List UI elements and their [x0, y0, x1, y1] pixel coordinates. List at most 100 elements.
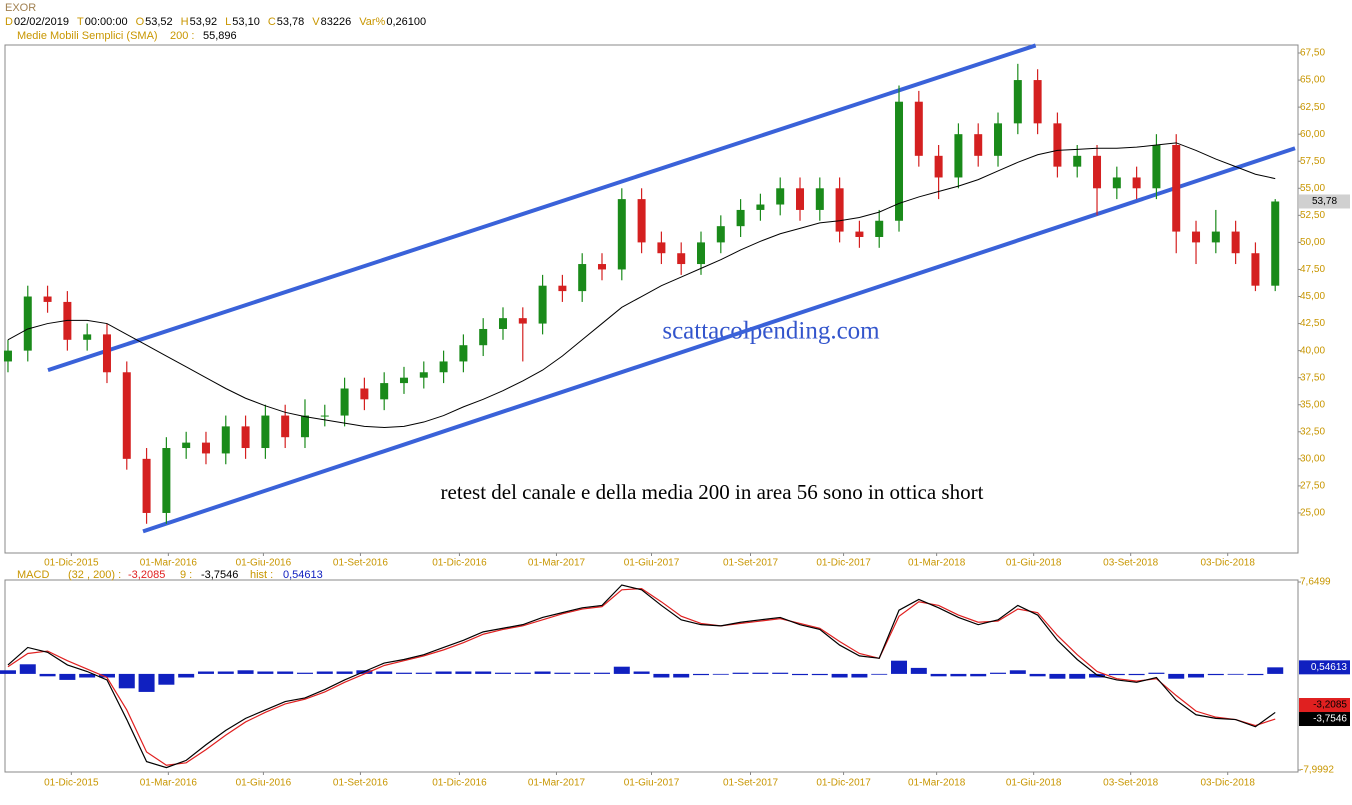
candle-body: [736, 209, 745, 227]
y-tick-label: 37,50: [1300, 372, 1325, 383]
hist-bar: [673, 673, 690, 678]
field-value: 02/02/2019: [14, 16, 69, 28]
candle-body: [360, 388, 369, 400]
macd-box: [1299, 698, 1350, 713]
hist-bar: [712, 673, 729, 675]
candle-body: [83, 334, 92, 340]
hist-bar: [1049, 673, 1066, 679]
field-label: C: [268, 16, 276, 28]
hist-bar: [1247, 673, 1264, 676]
x-tick-label: 01-Giu-2016: [236, 778, 292, 789]
hist-bar: [633, 671, 650, 674]
candle-body: [974, 134, 983, 156]
y-tick-label: 25,00: [1300, 508, 1325, 519]
hist-bar: [1227, 673, 1244, 675]
sma-value: 55,896: [203, 30, 237, 42]
hist-bar: [1148, 672, 1165, 674]
candle-body: [677, 253, 686, 265]
candle-body: [657, 242, 666, 254]
x-tick-label: 01-Mar-2017: [528, 778, 586, 789]
candle-body: [1093, 155, 1102, 189]
candle-body: [399, 377, 408, 384]
hist-bar: [39, 673, 56, 677]
candle-body: [3, 350, 12, 362]
candle-body: [776, 188, 785, 205]
candle-body: [459, 345, 468, 362]
hist-box: [1299, 660, 1350, 675]
candle-body: [261, 415, 270, 449]
candle-body: [716, 226, 725, 243]
hist-bar: [732, 672, 749, 674]
field-label: T: [77, 16, 84, 28]
hist-bar: [138, 673, 155, 692]
x-tick-label: 01-Dic-2015: [44, 558, 99, 569]
field-label: Var%: [359, 16, 385, 28]
field-label: H: [181, 16, 189, 28]
y-tick-label: 40,00: [1300, 345, 1325, 356]
macd-box-label: -3,2085: [1313, 700, 1347, 711]
hist-bar: [990, 672, 1007, 674]
hist-bar: [237, 670, 254, 674]
candle-body: [122, 372, 131, 459]
hist-bar: [415, 672, 432, 674]
candle-body: [498, 318, 507, 329]
trendline: [142, 146, 1296, 534]
x-tick-label: 01-Giu-2018: [1006, 558, 1062, 569]
hist-bar: [574, 672, 591, 674]
x-tick-label: 01-Mar-2017: [528, 558, 586, 569]
candle-body: [102, 334, 111, 373]
candle-body: [1112, 177, 1121, 189]
annotation: retest del canale e della media 200 in a…: [441, 480, 984, 504]
macd-title: MACD: [17, 569, 49, 581]
candle-body: [855, 231, 864, 237]
candle-body: [1013, 80, 1022, 124]
hist-bar: [772, 672, 789, 674]
x-tick-label: 01-Giu-2016: [236, 558, 292, 569]
candle-body: [201, 442, 210, 454]
candle-body: [914, 101, 923, 156]
field-value: 0,26100: [386, 16, 426, 28]
signal-box: [1299, 712, 1350, 727]
hist-bar: [435, 671, 452, 674]
x-tick-label: 01-Dic-2017: [816, 558, 871, 569]
hist-bar: [752, 672, 769, 674]
x-tick-label: 01-Set-2016: [333, 778, 388, 789]
candle-body: [617, 199, 626, 270]
y-tick-label: 45,00: [1300, 291, 1325, 302]
hist-bar: [19, 664, 36, 674]
last-price-box: [1299, 194, 1350, 209]
candle-body: [162, 448, 171, 513]
hist-bar: [554, 672, 571, 674]
candle-body: [895, 101, 904, 221]
candle-body: [637, 199, 646, 243]
candle-body: [439, 361, 448, 373]
macd-value: -3,2085: [128, 569, 165, 581]
y-tick-label: -7,9992: [1300, 765, 1334, 776]
field-value: 53,92: [190, 16, 218, 28]
x-tick-label: 03-Set-2018: [1103, 778, 1158, 789]
candle-body: [578, 264, 587, 292]
sma-period: 200 :: [170, 30, 194, 42]
x-tick-label: 01-Mar-2018: [908, 778, 966, 789]
y-tick-label: 52,50: [1300, 210, 1325, 221]
candle-body: [815, 188, 824, 210]
hist-bar: [950, 673, 967, 677]
candle-body: [1132, 177, 1141, 189]
candle-body: [954, 134, 963, 178]
x-tick-label: 01-Set-2017: [723, 778, 778, 789]
candle-body: [320, 415, 329, 417]
signal-param: 9 :: [180, 569, 192, 581]
candle-body: [597, 264, 606, 270]
field-label: V: [312, 16, 320, 28]
hist-bar: [336, 671, 353, 674]
candle-body: [419, 372, 428, 378]
candle-body: [1271, 201, 1280, 286]
header-fields: D 02/02/2019 T 00:00:00 O 53,52 H 53,92 L 53,10 C 5…: [5, 16, 426, 28]
hist-bar: [1128, 673, 1145, 676]
hist-bar: [178, 673, 195, 678]
x-tick-label: 01-Set-2016: [333, 558, 388, 569]
candle-body: [1211, 231, 1220, 243]
field-value: 83226: [321, 16, 352, 28]
hist-bar: [59, 673, 76, 680]
x-tick-label: 03-Dic-2018: [1200, 778, 1255, 789]
